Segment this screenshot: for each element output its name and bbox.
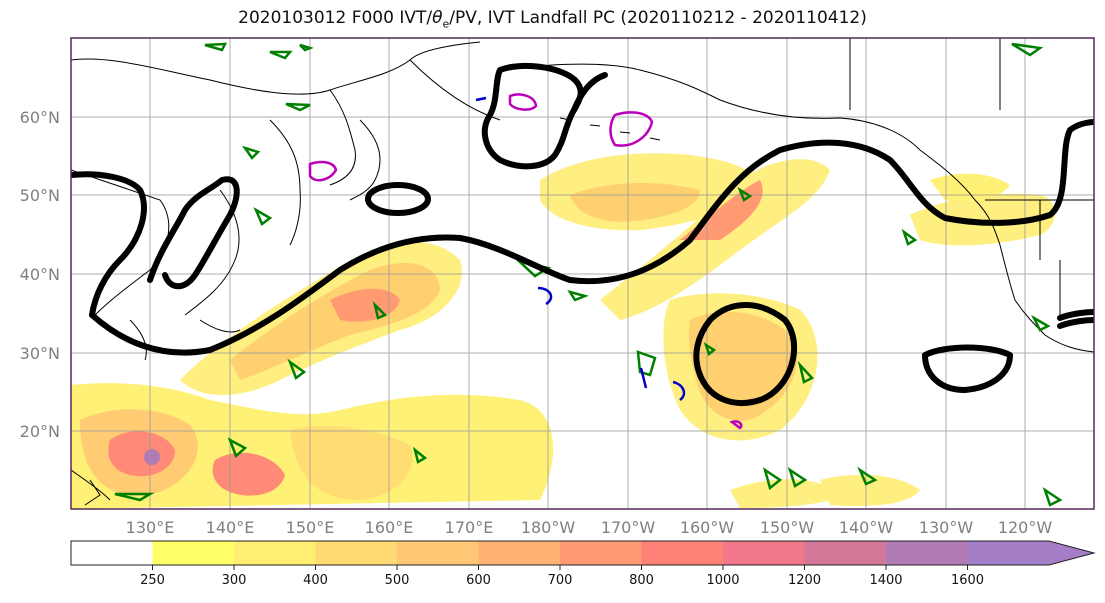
colorbar-tick-label: 1200: [788, 573, 821, 588]
colorbar-cell: [641, 541, 724, 565]
colorbar-cell: [560, 541, 642, 565]
lat-label-60n: 60°N: [20, 108, 60, 127]
colorbar-cell: [315, 541, 398, 565]
colorbar-cells: [70, 540, 1096, 566]
map-frame: [70, 37, 1095, 510]
map-grid: [71, 38, 1094, 509]
lon-label-160w: 160°W: [680, 518, 735, 537]
lon-label-130e: 130°E: [126, 518, 175, 537]
colorbar-cell: [723, 541, 805, 565]
lat-label-20n: 20°N: [20, 422, 60, 441]
colorbar-cell: [967, 541, 1094, 565]
map-plot-area: [71, 38, 1094, 509]
colorbar-tick-label: 1600: [951, 573, 984, 588]
colorbar-tick-label: 300: [222, 573, 247, 588]
colorbar-tick-label: 1000: [706, 573, 739, 588]
colorbar-cell: [397, 541, 479, 565]
lon-label-170w: 170°W: [601, 518, 656, 537]
lat-label-50n: 50°N: [20, 186, 60, 205]
colorbar-cell-below: [71, 541, 153, 565]
colorbar-cell: [804, 541, 887, 565]
lon-label-160e: 160°E: [365, 518, 414, 537]
lat-label-30n: 30°N: [20, 344, 60, 363]
colorbar-cell: [478, 541, 561, 565]
lon-label-120w: 120°W: [998, 518, 1053, 537]
colorbar-outline: [70, 540, 1096, 566]
lon-label-150e: 150°E: [286, 518, 335, 537]
lon-label-140w: 140°W: [839, 518, 894, 537]
lat-label-40n: 40°N: [20, 265, 60, 284]
pv-contours-negative: [475, 96, 686, 401]
colorbar-tick-label: 400: [303, 573, 328, 588]
longitude-labels: 130°E 140°E 150°E 160°E 170°E 180°W 170°…: [126, 518, 1053, 537]
colorbar-cell: [234, 541, 316, 565]
pv-contours-positive: [114, 42, 1063, 507]
colorbar-tick-label: 1400: [869, 573, 902, 588]
colorbar: 250 300 400 500 600 700 800 1000 1200 1400 1600: [70, 540, 1096, 588]
colorbar-cell: [886, 541, 968, 565]
colorbar-tick-label: 600: [466, 573, 491, 588]
pv-contours-high: [308, 93, 743, 430]
colorbar-ticks: [152, 565, 968, 570]
latitude-labels: 60°N 50°N 40°N 30°N 20°N: [20, 108, 60, 441]
colorbar-tick-label: 250: [140, 573, 165, 588]
colorbar-tick-label: 500: [385, 573, 410, 588]
lon-label-170e: 170°E: [445, 518, 494, 537]
figure-title: 2020103012 F000 IVT/θe/PV, IVT Landfall …: [238, 8, 867, 31]
lon-label-140e: 140°E: [206, 518, 255, 537]
colorbar-tick-label: 800: [629, 573, 654, 588]
lon-label-130w: 130°W: [919, 518, 974, 537]
lon-label-150w: 150°W: [760, 518, 815, 537]
lon-label-180w: 180°W: [521, 518, 576, 537]
theta-e-contours: [71, 62, 1094, 406]
colorbar-tick-label: 700: [548, 573, 573, 588]
colorbar-cell: [152, 541, 235, 565]
colorbar-tick-labels: 250 300 400 500 600 700 800 1000 1200 1400 1600: [140, 573, 984, 588]
